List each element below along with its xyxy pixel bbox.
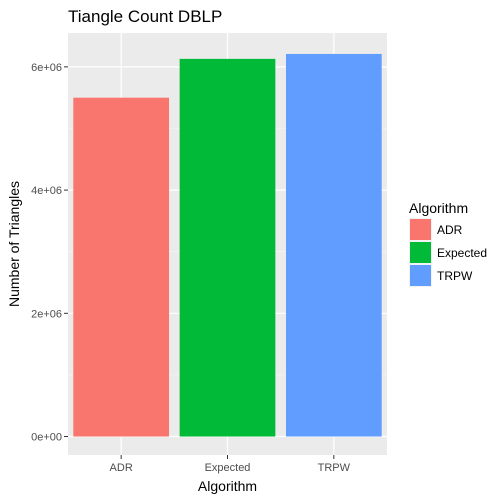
bar-trpw (285, 53, 382, 437)
y-tick-label: 2e+06 (31, 308, 62, 320)
chart-title: Tiangle Count DBLP (68, 7, 222, 26)
x-axis-title: Algorithm (198, 478, 257, 494)
y-axis-ticks: 0e+00 2e+06 4e+06 6e+06 (31, 62, 68, 444)
x-tick-label: Expected (205, 462, 251, 474)
bars (73, 53, 382, 437)
bar-expected (179, 58, 276, 437)
y-tick-label: 6e+06 (31, 62, 62, 74)
x-axis-ticks: ADR Expected TRPW (110, 455, 351, 474)
legend: Algorithm ADR Expected TRPW (409, 200, 487, 287)
legend-label-expected: Expected (437, 246, 487, 260)
bar-adr (73, 97, 170, 437)
legend-label-adr: ADR (437, 223, 463, 237)
x-tick-label: TRPW (318, 462, 351, 474)
y-tick-label: 0e+00 (31, 432, 62, 444)
y-axis-title: Number of Triangles (6, 181, 22, 307)
y-tick-label: 4e+06 (31, 185, 62, 197)
legend-swatch-trpw (410, 265, 431, 286)
legend-label-trpw: TRPW (437, 269, 473, 283)
legend-swatch-expected (410, 242, 431, 263)
legend-swatch-adr (410, 219, 431, 240)
legend-items: ADR Expected TRPW (409, 218, 487, 287)
x-tick-label: ADR (110, 462, 133, 474)
legend-title: Algorithm (409, 200, 468, 216)
